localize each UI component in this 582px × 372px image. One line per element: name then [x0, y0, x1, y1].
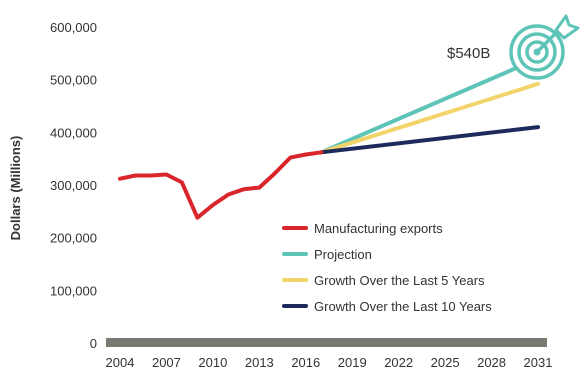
- series-line-projection: [319, 56, 540, 155]
- x-tick-label: 2010: [198, 355, 227, 370]
- legend: Manufacturing exports Projection Growth Ov…: [282, 221, 492, 314]
- series-lines: [118, 56, 540, 220]
- y-tick-label: 400,000: [50, 125, 97, 140]
- target-arrow-icon: [509, 14, 580, 80]
- y-tick-label: 500,000: [50, 73, 97, 88]
- y-tick-label: 300,000: [50, 178, 97, 193]
- x-tick-label: 2013: [245, 355, 274, 370]
- x-tick-labels: 2004 2007 2010 2013 2016 2019 2022 2025 2028 2031: [106, 355, 553, 370]
- x-tick-label: 2031: [524, 355, 553, 370]
- x-tick-label: 2007: [152, 355, 181, 370]
- series-line-manufacturing-exports: [118, 150, 324, 220]
- x-tick-label: 2022: [384, 355, 413, 370]
- target-ring-inner: [525, 40, 549, 64]
- baseline-bar: [106, 338, 547, 347]
- y-tick-label: 200,000: [50, 231, 97, 246]
- legend-label: Growth Over the Last 5 Years: [314, 273, 485, 288]
- y-tick-label: 100,000: [50, 283, 97, 298]
- y-tick-labels: 0 100,000 200,000 300,000 400,000 500,000 600,…: [50, 20, 97, 351]
- y-tick-label: 0: [90, 336, 97, 351]
- x-tick-label: 2028: [477, 355, 506, 370]
- legend-label: Projection: [314, 247, 372, 262]
- x-tick-label: 2004: [106, 355, 135, 370]
- series-line-growth-over-the-last-5-years: [319, 81, 540, 155]
- x-tick-label: 2019: [338, 355, 367, 370]
- annotation-540b: $540B: [447, 45, 490, 62]
- x-tick-label: 2016: [291, 355, 320, 370]
- y-tick-label: 600,000: [50, 20, 97, 35]
- y-axis-label-group: Dollars (Millions): [8, 136, 23, 241]
- y-axis-label: Dollars (Millions): [8, 136, 23, 241]
- legend-label: Manufacturing exports: [314, 221, 443, 236]
- series-line-growth-over-the-last-10-years: [319, 125, 540, 155]
- target-ring-middle: [517, 32, 557, 72]
- target-arrow-fletching: [554, 14, 580, 40]
- x-tick-label: 2025: [431, 355, 460, 370]
- legend-label: Growth Over the Last 10 Years: [314, 299, 492, 314]
